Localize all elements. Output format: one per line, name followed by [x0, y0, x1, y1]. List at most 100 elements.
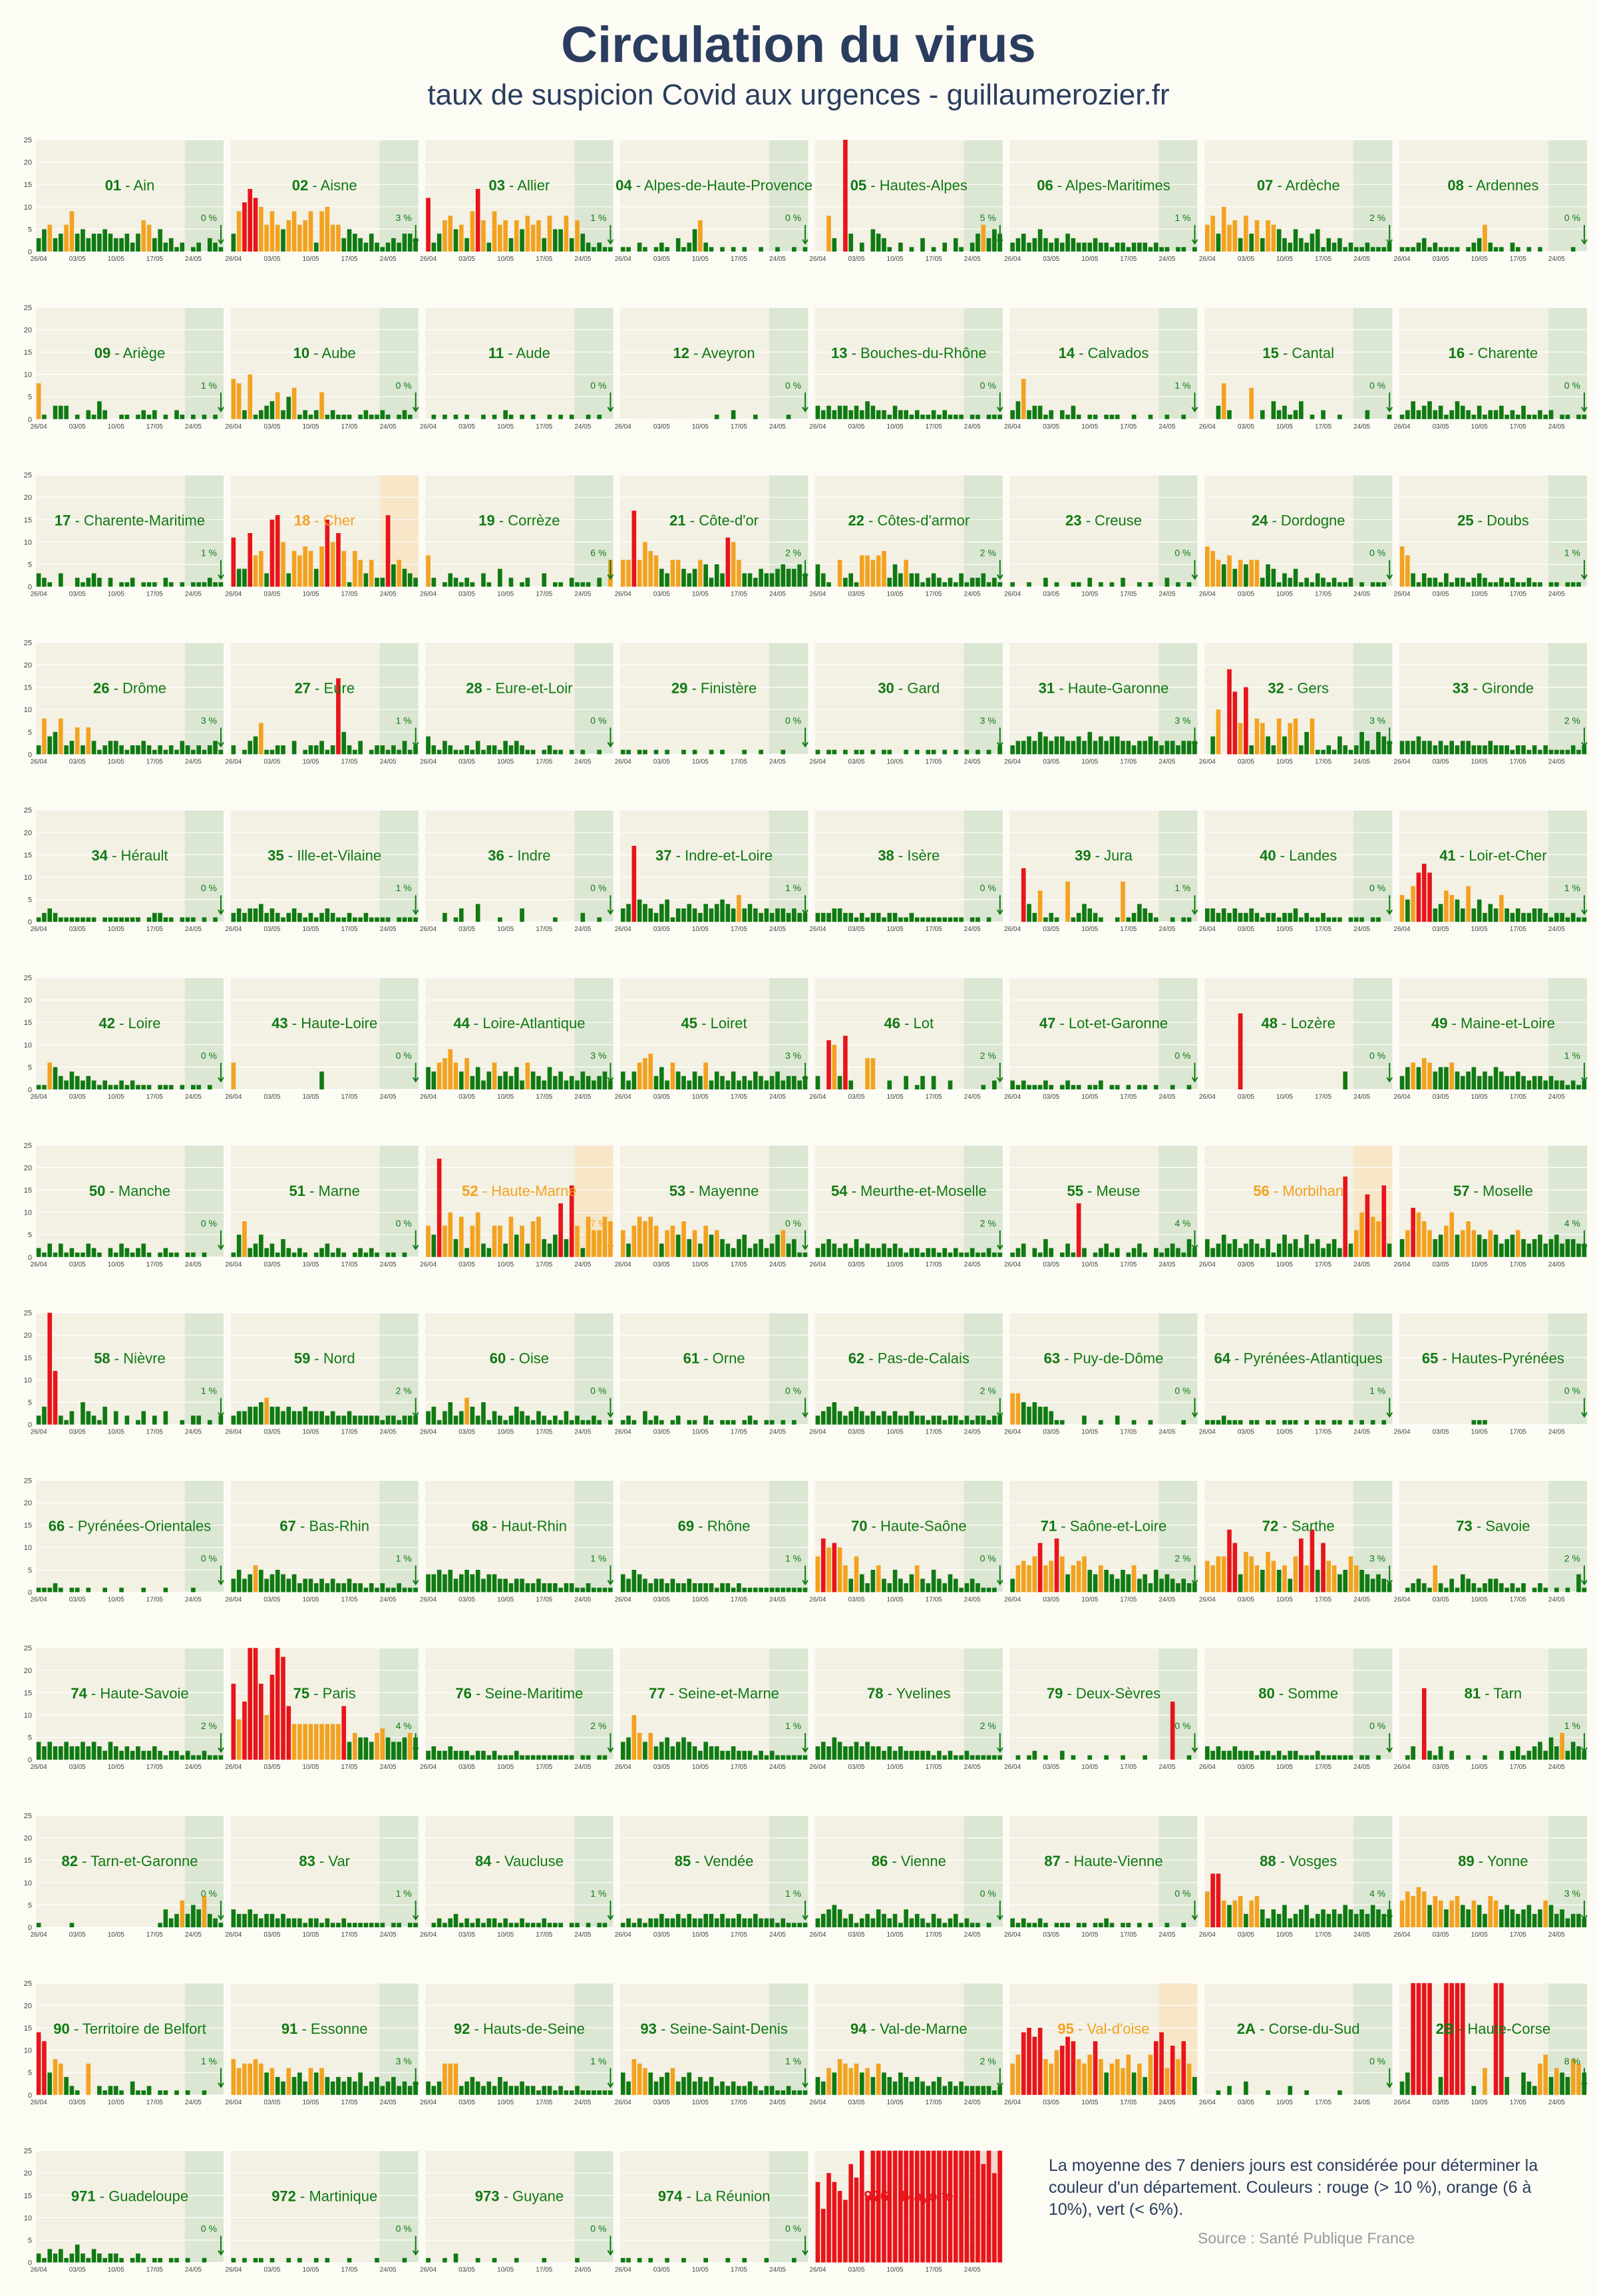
bar: [264, 1579, 269, 1593]
bar: [1221, 1556, 1226, 1593]
bar: [1449, 1750, 1455, 1760]
bar: [1137, 1085, 1142, 1089]
bar: [391, 745, 396, 755]
bar: [1510, 1909, 1515, 1927]
bar: [986, 1420, 991, 1425]
bar: [1021, 1080, 1026, 1089]
trend-arrow-icon: [218, 727, 224, 748]
bar: [1104, 1918, 1109, 1927]
bar: [1288, 1420, 1293, 1425]
bar: [665, 899, 669, 922]
x-tick-label: 17/05: [341, 1261, 358, 1268]
bar: [464, 1569, 469, 1593]
bar: [196, 745, 201, 755]
bar: [948, 415, 953, 419]
bar: [1043, 238, 1048, 252]
x-tick-label: 10/05: [887, 1261, 904, 1268]
bar: [448, 1569, 453, 1593]
bar: [986, 917, 991, 922]
x-tick-label: 17/05: [1510, 1931, 1526, 1939]
department-code: 76: [455, 1685, 471, 1702]
bar: [458, 582, 464, 587]
bar: [1186, 1239, 1192, 1257]
bar: [870, 229, 876, 252]
x-tick-label: 26/04: [615, 256, 631, 263]
weekly-rate: 3 %: [396, 2056, 412, 2066]
bar: [1205, 1561, 1210, 1593]
last-week-band: [184, 140, 224, 252]
bar: [91, 1080, 96, 1089]
bar: [146, 1252, 152, 1257]
bar: [675, 238, 681, 252]
department-name: - Indre: [504, 847, 551, 864]
bar: [64, 2076, 69, 2095]
last-week-band: [379, 1816, 419, 1927]
bar: [942, 1755, 948, 1760]
x-tick-label: 17/05: [1315, 423, 1331, 431]
weekly-rate: 1 %: [396, 1888, 412, 1899]
x-tick-label: 26/04: [1004, 423, 1021, 431]
bar: [1538, 1075, 1542, 1089]
bar: [1181, 247, 1186, 252]
bar: [218, 1923, 224, 1927]
bar: [1121, 1569, 1125, 1593]
bar: [931, 573, 936, 587]
bar: [737, 1750, 741, 1760]
bar: [259, 1918, 264, 1927]
department-code: 42: [99, 1015, 115, 1032]
x-tick-label: 17/05: [1120, 256, 1137, 263]
x-tick-label: 26/04: [809, 1764, 826, 1771]
bar: [231, 234, 236, 252]
bar: [843, 2063, 848, 2095]
last-week-band: [1353, 642, 1393, 755]
bar: [520, 1225, 524, 1257]
y-tick-label: 10: [24, 1376, 32, 1384]
bar: [1109, 1574, 1115, 1593]
bar: [631, 1071, 637, 1089]
bar: [665, 1918, 669, 1927]
department-code: 71: [1041, 1517, 1057, 1534]
bar: [580, 1071, 586, 1089]
bar: [1293, 1420, 1298, 1425]
x-tick-label: 26/04: [1394, 1931, 1411, 1939]
bar: [1192, 247, 1197, 252]
bar: [308, 1918, 313, 1927]
trend-arrow-icon: [802, 1733, 808, 1754]
bar: [558, 1203, 563, 1257]
bar: [626, 904, 631, 922]
bar: [1176, 1583, 1180, 1593]
x-tick-label: 10/05: [108, 1261, 124, 1268]
bar: [163, 578, 168, 587]
bar: [464, 415, 469, 419]
weekly-rate: 1 %: [1174, 882, 1190, 893]
bar: [36, 238, 41, 252]
x-tick-label: 10/05: [108, 256, 124, 263]
bar: [1321, 1543, 1326, 1593]
trend-arrow-icon: [1191, 560, 1198, 580]
bar: [1266, 1750, 1270, 1760]
bar: [498, 224, 502, 252]
bar: [1526, 1905, 1532, 1927]
bar: [1455, 1071, 1460, 1089]
bar: [163, 749, 168, 755]
bar: [731, 1746, 736, 1760]
bar: [1466, 410, 1471, 419]
last-week-band: [184, 1983, 224, 2095]
bar: [108, 1085, 113, 1089]
bar: [375, 415, 379, 419]
bar: [437, 1062, 442, 1089]
bar: [1159, 1579, 1164, 1593]
bar: [675, 1235, 681, 1257]
bar: [1216, 1873, 1221, 1927]
bar: [775, 1587, 780, 1593]
bar: [119, 1587, 124, 1593]
bar: [47, 908, 53, 922]
x-tick-label: 17/05: [1315, 1429, 1331, 1436]
bar: [1315, 1750, 1320, 1760]
panel-title: 33 - Gironde: [1453, 679, 1534, 696]
bar: [1488, 904, 1493, 922]
bar: [69, 1071, 75, 1089]
